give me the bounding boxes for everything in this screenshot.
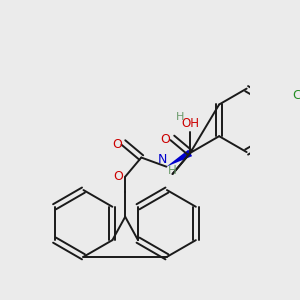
Text: N: N [158,154,167,166]
Text: O: O [112,138,122,151]
Text: O: O [161,133,171,146]
Text: OH: OH [181,117,199,130]
Text: Cl: Cl [292,89,300,102]
Text: H: H [176,112,184,122]
Text: O: O [114,170,124,183]
Text: H: H [168,164,177,177]
Polygon shape [167,150,192,167]
